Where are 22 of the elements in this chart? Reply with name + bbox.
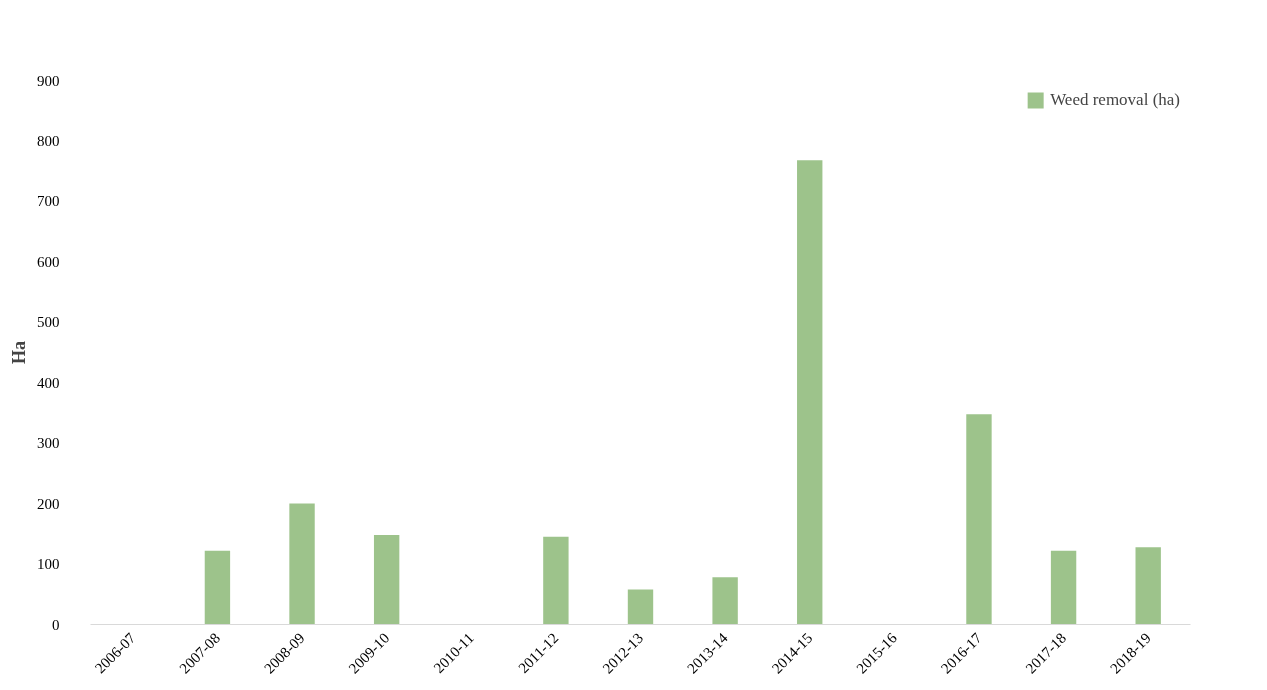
bar <box>627 589 654 625</box>
y-tick-label: 200 <box>37 495 60 512</box>
bar <box>1050 550 1077 625</box>
bar <box>1135 547 1161 625</box>
bar <box>797 160 823 625</box>
legend-label: Weed removal (ha) <box>1050 90 1180 110</box>
y-tick-label: 300 <box>37 435 60 452</box>
y-axis-title: Ha <box>9 340 29 364</box>
bar <box>373 535 400 625</box>
y-tick-label: 400 <box>37 374 60 391</box>
bar <box>712 577 738 625</box>
y-tick-label: 100 <box>37 556 60 573</box>
bar <box>543 536 569 625</box>
bar <box>204 550 231 625</box>
y-tick-label: 900 <box>37 72 60 89</box>
y-tick-label: 800 <box>37 132 60 149</box>
y-tick-label: 600 <box>37 253 60 270</box>
y-tick-label: 700 <box>37 193 60 210</box>
bar <box>966 414 992 625</box>
y-tick-label: 500 <box>37 314 60 331</box>
y-tick-label: 0 <box>52 616 60 633</box>
bar <box>289 503 315 625</box>
